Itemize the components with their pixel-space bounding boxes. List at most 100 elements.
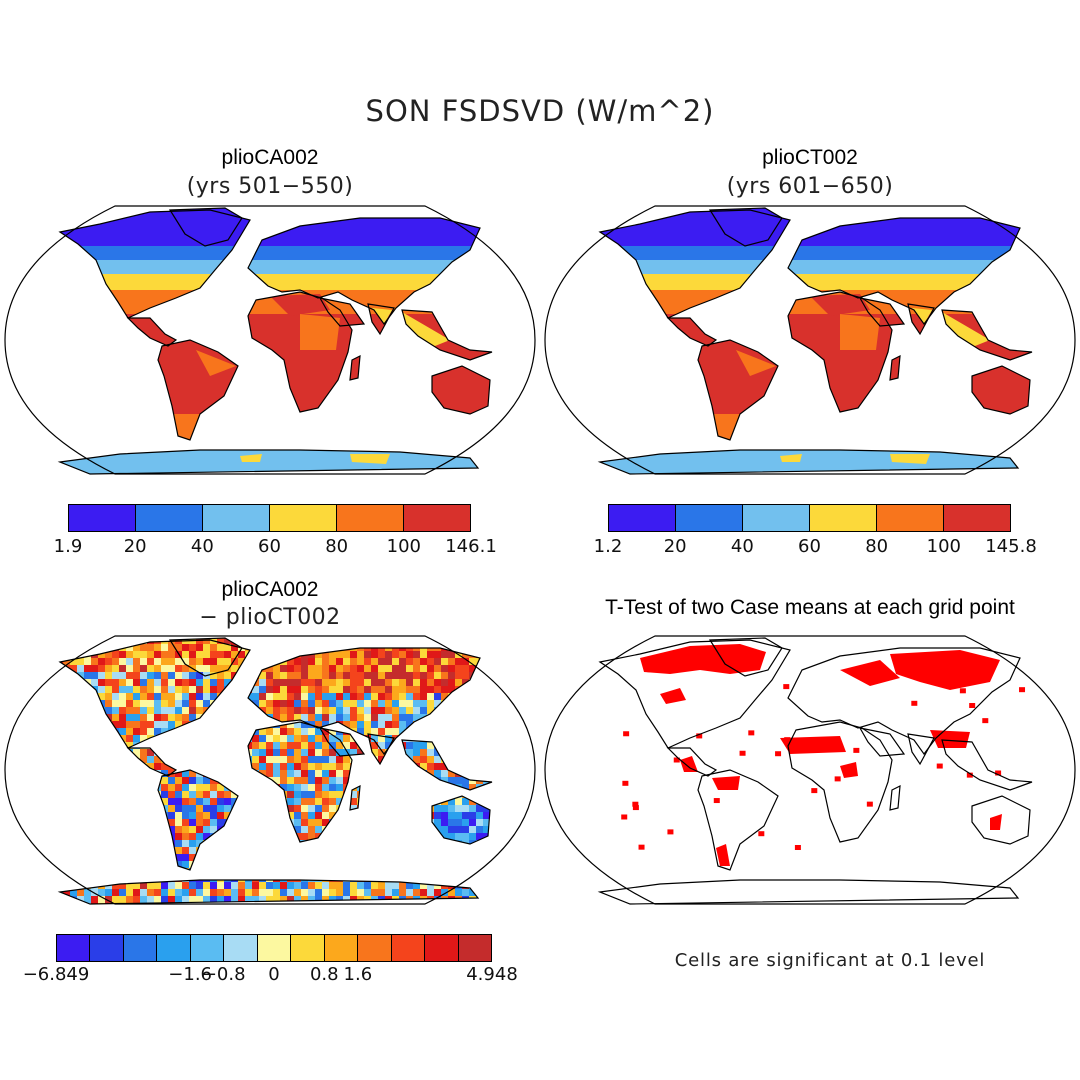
diff-cell [231, 735, 238, 742]
diff-cell [7, 770, 14, 777]
diff-cell [455, 756, 462, 763]
diff-cell [0, 630, 7, 637]
diff-cell [60, 749, 63, 756]
diff-cell [154, 798, 161, 805]
diff-cell [322, 638, 329, 644]
diff-cell [301, 756, 308, 763]
diff-cell [343, 882, 350, 889]
colorbar-tick-label: 1.9 [53, 536, 83, 557]
diff-cell [42, 882, 49, 889]
diff-cell [161, 728, 168, 735]
diff-cell [406, 854, 413, 861]
diff-cell [385, 791, 392, 798]
diff-cell [203, 798, 210, 805]
diff-cell [343, 714, 350, 721]
diff-cell [336, 700, 343, 707]
diff-cell [518, 693, 525, 700]
diff-cell [63, 840, 70, 847]
diff-cell [371, 714, 378, 721]
diff-cell [532, 833, 539, 840]
diff-cell [273, 693, 280, 700]
diff-cell [532, 805, 539, 812]
diff-cell [413, 707, 420, 714]
diff-cell [154, 861, 161, 868]
diff-cell [378, 700, 385, 707]
diff-cell [60, 714, 63, 721]
diff-cell [427, 679, 434, 686]
diff-cell [35, 791, 42, 798]
diff-cell [175, 861, 182, 868]
diff-cell [322, 868, 329, 875]
diff-cell [357, 840, 364, 847]
significant-cell [623, 731, 630, 737]
diff-cell [154, 672, 161, 679]
diff-cell [336, 826, 343, 833]
diff-cell [60, 798, 63, 805]
diff-cell [133, 861, 140, 868]
diff-cell [448, 819, 455, 826]
significant-cell [748, 730, 755, 736]
diff-cell [35, 812, 42, 819]
diff-cell [392, 728, 399, 735]
diff-cell [448, 770, 455, 777]
diff-cell [91, 896, 98, 903]
diff-cell [231, 651, 238, 658]
diff-cell [497, 672, 504, 679]
diff-cell [84, 658, 91, 665]
diff-cell [266, 833, 273, 840]
diff-cell [238, 686, 245, 693]
diff-cell [350, 742, 357, 749]
diff-cell [147, 707, 154, 714]
diff-cell [70, 735, 77, 742]
diff-cell [0, 644, 7, 651]
diff-cell [182, 770, 189, 777]
diff-cell [273, 819, 280, 826]
diff-cell [273, 805, 280, 812]
diff-cell [259, 777, 266, 784]
diff-cell [7, 700, 14, 707]
diff-cell [119, 707, 126, 714]
diff-cell [518, 840, 525, 847]
diff-cell [357, 679, 364, 686]
diff-cell [28, 847, 35, 854]
diff-cell [504, 630, 511, 637]
diff-cell [189, 840, 196, 847]
diff-cell [497, 889, 504, 896]
diff-cell [329, 861, 336, 868]
diff-cell [0, 651, 7, 658]
diff-cell [301, 819, 308, 826]
diff-cell [343, 805, 350, 812]
diff-cell [490, 644, 492, 651]
diff-cell [287, 756, 294, 763]
diff-cell [42, 819, 49, 826]
diff-cell [399, 812, 406, 819]
diff-cell [203, 700, 210, 707]
diff-cell [378, 854, 385, 861]
diff-cell [217, 868, 224, 875]
diff-cell [364, 707, 371, 714]
diff-cell [385, 735, 392, 742]
diff-cell [399, 638, 406, 644]
diff-cell [175, 840, 182, 847]
diff-cell [161, 700, 168, 707]
diff-cell [189, 756, 196, 763]
diff-cell [35, 658, 42, 665]
diff-cell [308, 714, 315, 721]
diff-cell [532, 721, 539, 728]
coastline [247, 291, 353, 413]
diff-cell [434, 651, 441, 658]
colorbar-tick-label: 40 [730, 536, 754, 557]
diff-cell [175, 833, 182, 840]
diff-cell [287, 679, 294, 686]
diff-cell [455, 721, 462, 728]
diff-cell [14, 847, 21, 854]
diff-cell [294, 805, 301, 812]
diff-cell [364, 840, 371, 847]
diff-cell [476, 700, 483, 707]
diff-cell [532, 847, 539, 854]
diff-cell [14, 651, 21, 658]
diff-cell [210, 784, 217, 791]
diff-cell [504, 868, 511, 875]
colorbar-tick-label: 145.8 [985, 536, 1037, 557]
diff-cell [322, 693, 329, 700]
